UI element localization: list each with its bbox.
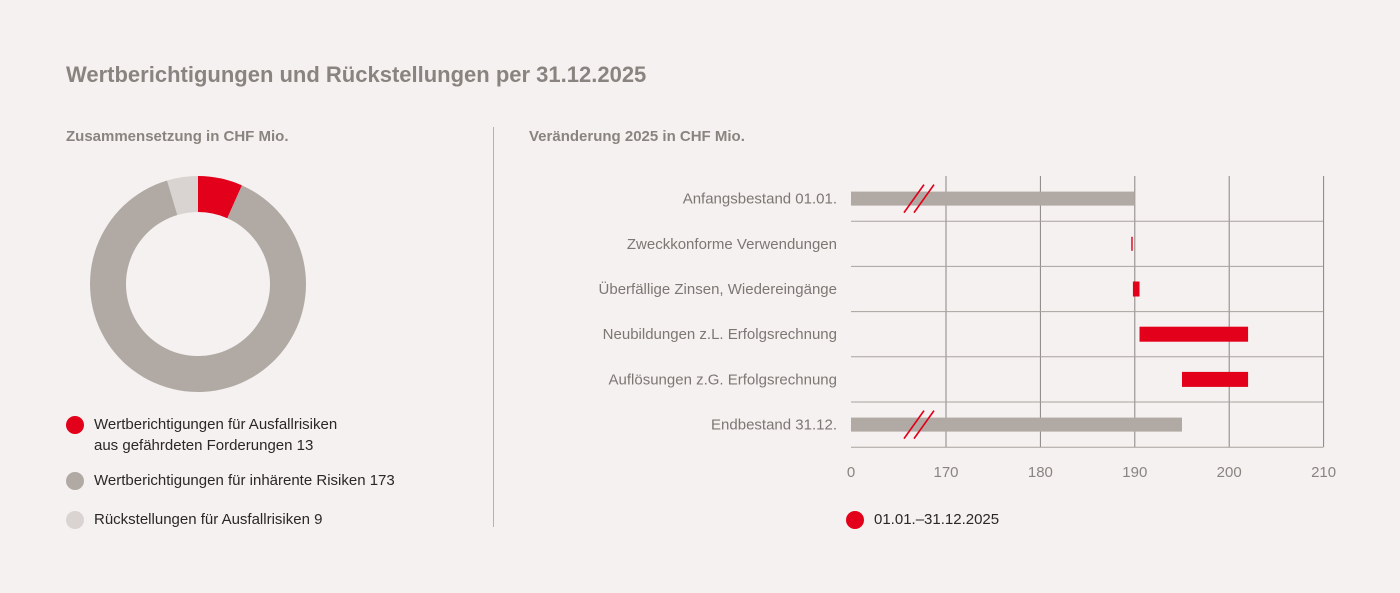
category-label: Auflösungen z.G. Erfolgsrechnung — [609, 371, 837, 388]
donut-chart — [89, 176, 306, 393]
axis-break-mark — [903, 410, 925, 440]
legend-dot-grey — [66, 472, 84, 490]
axis-break-mark — [913, 410, 935, 440]
axis-break-mark — [903, 184, 925, 214]
x-tick-label: 210 — [1311, 464, 1336, 481]
donut-slice-0 — [198, 176, 242, 219]
change-bar — [1132, 281, 1140, 297]
legend-label: 01.01.–31.12.2025 — [874, 511, 1000, 528]
waterfall-chart: Anfangsbestand 01.01. Zweckkonforme Verwe… — [599, 176, 1336, 481]
donut-subtitle: Zusammensetzung in CHF Mio. — [66, 128, 289, 145]
category-label: Neubildungen z.L. Erfolgsrechnung — [603, 326, 837, 343]
change-bar — [1182, 371, 1249, 387]
x-tick-label: 190 — [1122, 464, 1147, 481]
category-label: Zweckkonforme Verwendungen — [627, 236, 837, 253]
x-tick-label: 200 — [1217, 464, 1242, 481]
donut-legend-item: Wertberichtigungen für Ausfallrisiken aus… — [66, 414, 337, 456]
legend-label: Wertberichtigungen für inhärente Risiken… — [94, 472, 395, 489]
legend-line: aus gefährdeten Forderungen 13 — [94, 437, 314, 454]
donut-slice-2 — [167, 176, 198, 216]
legend-label: Wertberichtigungen für Ausfallrisiken aus… — [94, 414, 337, 456]
category-label: Überfällige Zinsen, Wiedereingänge — [599, 280, 837, 298]
x-tick-label: 170 — [933, 464, 958, 481]
legend-label: Rückstellungen für Ausfallrisiken 9 — [94, 511, 323, 528]
category-label: Endbestand 31.12. — [711, 417, 837, 434]
total-bar — [851, 191, 1135, 206]
legend-dot-red — [66, 416, 84, 434]
donut-slice-1 — [89, 180, 306, 393]
legend-dot-lightgrey — [66, 511, 84, 529]
donut-legend-item: Wertberichtigungen für inhärente Risiken… — [66, 470, 395, 491]
donut-legend-item: Rückstellungen für Ausfallrisiken 9 — [66, 509, 322, 530]
total-bar — [851, 417, 1182, 432]
bar-subtitle: Veränderung 2025 in CHF Mio. — [529, 128, 745, 145]
change-bar — [1131, 236, 1133, 251]
legend-line: Wertberichtigungen für Ausfallrisiken — [94, 416, 338, 433]
axis-break-mark — [913, 184, 935, 214]
x-tick-label: 180 — [1028, 464, 1053, 481]
page-title: Wertberichtigungen und Rückstellungen pe… — [66, 62, 647, 87]
bar-legend-item: 01.01.–31.12.2025 — [846, 509, 999, 530]
section-divider — [493, 127, 494, 527]
category-label: Anfangsbestand 01.01. — [683, 191, 837, 208]
change-bar — [1139, 326, 1249, 342]
x-tick-label: 0 — [847, 464, 855, 481]
legend-dot-red — [846, 511, 864, 529]
